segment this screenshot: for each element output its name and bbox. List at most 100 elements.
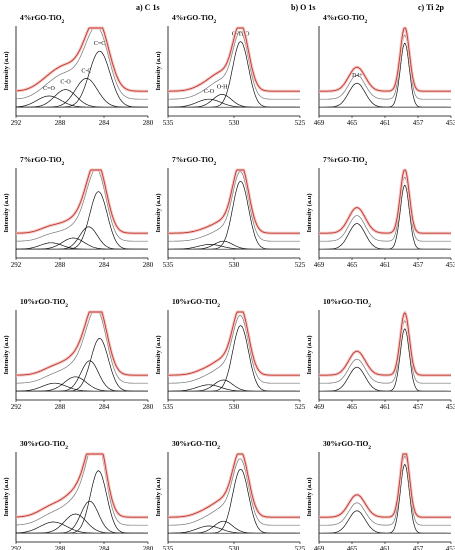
x-tick-label: 469	[314, 261, 325, 269]
envelope-halo	[319, 26, 451, 93]
fit-curve	[319, 320, 451, 384]
y-axis-label: Intensity (a.u)	[155, 477, 162, 516]
envelope-halo	[319, 452, 451, 519]
x-tick-label: 535	[163, 403, 174, 411]
x-tick-label: 461	[380, 403, 391, 411]
x-tick-label: 284	[99, 403, 110, 411]
x-tick-label: 292	[11, 403, 22, 411]
peak-label: O-Ti-O	[232, 32, 250, 38]
x-tick-label: 461	[380, 261, 391, 269]
fit-curve	[168, 458, 300, 526]
component-peak	[319, 184, 451, 250]
component-peak	[319, 366, 451, 392]
panel-O1s-7: 7%rGO-TiO2 535 530 525 Intensity (a.u)	[155, 155, 306, 269]
peak-label: C-C	[81, 68, 91, 74]
x-tick-label: 288	[55, 261, 66, 269]
y-axis-label: Intensity (a.u)	[155, 193, 162, 232]
envelope-curve	[168, 27, 300, 92]
component-peak	[319, 223, 451, 250]
x-tick-label: 530	[229, 119, 240, 127]
y-axis-label: Intensity (a.u)	[3, 193, 10, 232]
fit-curve	[168, 315, 300, 384]
component-peak	[16, 50, 148, 108]
column-header-o1s: b) O 1s	[291, 3, 315, 12]
column-header-ti2p: c) Ti 2p	[418, 3, 444, 12]
envelope-curve	[16, 169, 148, 234]
x-tick-label: 535	[163, 545, 174, 550]
x-tick-label: 280	[143, 545, 154, 550]
x-tick-label: 530	[229, 545, 240, 550]
panel-title: 7%rGO-TiO2	[323, 155, 368, 167]
panel-title: 7%rGO-TiO2	[172, 155, 217, 167]
fit-curve	[16, 27, 148, 100]
y-axis-label: Intensity (a.u)	[3, 51, 10, 90]
x-tick-label: 280	[143, 261, 154, 269]
x-tick-label: 280	[143, 119, 154, 127]
panel-O1s-10: 10%rGO-TiO2 535 530 525 Intensity (a.u)	[155, 297, 306, 411]
x-tick-label: 469	[314, 403, 325, 411]
panel-title: 10%rGO-TiO2	[20, 297, 68, 309]
panel-Ti2p-30: 30%rGO-TiO2 469 465 461 457 453 Intensity (a.u…	[306, 439, 455, 550]
column-header-c1s: a) C 1s	[136, 3, 160, 12]
x-tick-label: 465	[347, 119, 358, 127]
envelope-halo	[16, 452, 148, 519]
fit-curve	[16, 169, 148, 242]
peak-label: C-O	[204, 89, 215, 95]
x-tick-label: 284	[99, 261, 110, 269]
x-tick-label: 535	[163, 119, 174, 127]
x-tick-label: 453	[446, 403, 455, 411]
envelope-curve	[319, 312, 451, 376]
panel-title: 30%rGO-TiO2	[172, 439, 220, 451]
x-tick-label: 465	[347, 403, 358, 411]
component-peak	[16, 470, 148, 534]
envelope-curve	[319, 169, 451, 234]
panel-title: 30%rGO-TiO2	[323, 439, 371, 451]
peak-label: C=C	[94, 41, 105, 47]
envelope-halo	[319, 168, 451, 235]
component-peak	[168, 180, 300, 250]
component-peak	[168, 240, 300, 250]
x-tick-label: 457	[413, 261, 424, 269]
component-peak	[319, 328, 451, 392]
x-tick-label: 465	[347, 261, 358, 269]
x-tick-label: 284	[99, 119, 110, 127]
envelope-halo	[319, 310, 451, 377]
panel-title: 10%rGO-TiO2	[323, 297, 371, 309]
y-axis-label: Intensity (a.u)	[306, 477, 313, 516]
x-tick-label: 288	[55, 119, 66, 127]
x-tick-label: 457	[413, 119, 424, 127]
x-tick-label: 288	[55, 545, 66, 550]
x-tick-label: 530	[229, 261, 240, 269]
peak-label: Ti4+	[351, 73, 363, 79]
x-tick-label: 292	[11, 119, 22, 127]
x-tick-label: 292	[11, 545, 22, 550]
x-tick-label: 525	[295, 119, 306, 127]
panel-title: 10%rGO-TiO2	[172, 297, 220, 309]
x-tick-label: 525	[295, 261, 306, 269]
panel-C1s-10: 10%rGO-TiO2 292 288 284 280 Intensity (a.u)	[3, 297, 154, 411]
component-peak	[16, 338, 148, 392]
envelope-curve	[168, 453, 300, 518]
x-tick-label: 525	[295, 545, 306, 550]
component-peak	[319, 42, 451, 108]
fit-curve	[319, 34, 451, 100]
panel-Ti2p-10: 10%rGO-TiO2 469 465 461 457 453 Intensity (a.u…	[306, 297, 455, 411]
panel-Ti2p-7: 7%rGO-TiO2 469 465 461 457 453 Intensity (a.u)	[306, 155, 455, 269]
x-tick-label: 453	[446, 261, 455, 269]
panel-title: 4%rGO-TiO2	[172, 13, 217, 25]
peak-label: C-O	[60, 80, 71, 86]
envelope-curve	[16, 27, 148, 92]
y-axis-label: Intensity (a.u)	[3, 335, 10, 374]
x-tick-label: 457	[413, 403, 424, 411]
x-tick-label: 292	[11, 261, 22, 269]
x-tick-label: 465	[347, 545, 358, 550]
peak-label: C=O	[43, 86, 55, 92]
panel-C1s-4: 4%rGO-TiO2 292 288 284 280 Intensity (a.u) C=O…	[3, 13, 154, 127]
x-tick-label: 288	[55, 403, 66, 411]
fit-curve	[16, 453, 148, 526]
y-axis-label: Intensity (a.u)	[155, 51, 162, 90]
y-axis-label: Intensity (a.u)	[3, 477, 10, 516]
